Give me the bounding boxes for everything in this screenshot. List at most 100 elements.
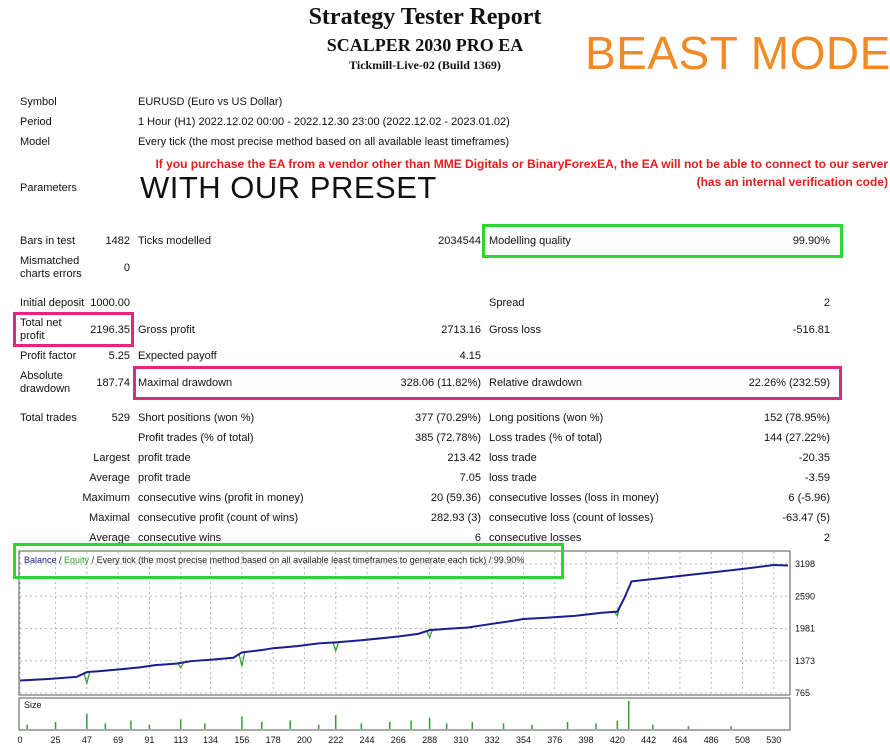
y-tick-label: 1373 — [795, 656, 815, 666]
profit-trades-label: Profit trades (% of total) — [138, 432, 254, 444]
legend-description: / Every tick (the most precise method ba… — [89, 555, 525, 565]
x-tick-label: 69 — [113, 735, 123, 745]
spread-value: 2 — [823, 297, 830, 309]
expected-payoff-label: Expected payoff — [138, 350, 217, 362]
profit-factor-value: 5.25 — [108, 350, 130, 362]
x-tick-label: 288 — [422, 735, 437, 745]
maximal-label: Maximal — [89, 512, 130, 524]
gross-loss-label: Gross loss — [489, 324, 541, 336]
largest-profit-trade-value: 213.42 — [447, 452, 481, 464]
x-tick-label: 113 — [174, 735, 188, 745]
avg-consecutive-wins-label: consecutive wins — [138, 532, 222, 544]
verification-note: (has an internal verification code) — [696, 175, 888, 189]
profit-trades-value: 385 (72.78%) — [414, 432, 481, 444]
deposit-value: 1000.00 — [90, 297, 130, 309]
spread-label: Spread — [489, 297, 525, 309]
x-tick-label: 310 — [453, 735, 468, 745]
x-tick-label: 134 — [203, 735, 218, 745]
loss-trades-value: 144 (27.22%) — [763, 432, 830, 444]
x-tick-label: 47 — [82, 735, 92, 745]
x-tick-label: 178 — [266, 735, 281, 745]
mismatch-value: 0 — [123, 262, 130, 274]
relative-drawdown-label: Relative drawdown — [489, 377, 582, 389]
y-axis-ticks: 3198 2590 1981 1373 765 — [795, 559, 815, 698]
legend-equity: Equity — [64, 555, 90, 565]
x-tick-label: 442 — [641, 735, 656, 745]
x-tick-label: 244 — [360, 735, 375, 745]
maximal-drawdown-value: 328.06 (11.82%) — [400, 377, 481, 389]
model-label: Model — [20, 136, 50, 148]
x-tick-label: 398 — [579, 735, 594, 745]
max-consecutive-losses-label: consecutive losses (loss in money) — [489, 492, 659, 504]
short-positions-label: Short positions (won %) — [138, 412, 255, 424]
x-tick-label: 0 — [18, 735, 23, 745]
bars-label: Bars in test — [20, 235, 76, 247]
x-tick-label: 530 — [766, 735, 781, 745]
avg-consecutive-wins-value: 6 — [474, 532, 481, 544]
chart-legend-highlight — [13, 543, 564, 579]
legend-balance: Balance — [24, 555, 57, 565]
balance-equity-chart: 3198 2590 1981 1373 765 Size 0 25 47 69 91 113 134… — [18, 550, 815, 745]
expected-payoff-value: 4.15 — [459, 350, 481, 362]
average2-label: Average — [89, 532, 130, 544]
x-tick-label: 222 — [328, 735, 343, 745]
modelling-quality-label: Modelling quality — [489, 235, 571, 247]
average-loss-trade-label: loss trade — [489, 472, 537, 484]
x-tick-label: 486 — [704, 735, 719, 745]
report-title: Strategy Tester Report — [308, 4, 542, 30]
maximum-label: Maximum — [82, 492, 130, 504]
size-bars — [26, 701, 732, 729]
model-value: Every tick (the most precise method base… — [138, 136, 510, 148]
max-consecutive-profit-value: 282.93 (3) — [430, 512, 481, 524]
x-tick-label: 508 — [735, 735, 750, 745]
absolute-drawdown-value: 187.74 — [96, 377, 130, 389]
chart-legend: Balance / Equity / Every tick (the most … — [24, 555, 524, 565]
gross-profit-value: 2713.16 — [441, 324, 481, 336]
y-tick-label: 765 — [795, 688, 810, 698]
x-tick-label: 464 — [672, 735, 687, 745]
largest-loss-trade-label: loss trade — [489, 452, 537, 464]
period-value: 1 Hour (H1) 2022.12.02 00:00 - 2022.12.3… — [138, 116, 510, 128]
modelling-quality-value: 99.90% — [792, 235, 830, 247]
avg-consecutive-losses-value: 2 — [823, 532, 830, 544]
loss-trades-label: Loss trades (% of total) — [489, 432, 603, 444]
max-consecutive-losses-value: 6 (-5.96) — [788, 492, 830, 504]
absolute-drawdown-label: Absolute drawdown — [20, 370, 71, 395]
max-consecutive-profit-label: consecutive profit (count of wins) — [138, 512, 299, 524]
y-tick-label: 3198 — [795, 559, 815, 569]
profit-factor-label: Profit factor — [20, 350, 77, 362]
parameters-label: Parameters — [20, 182, 77, 194]
period-label: Period — [20, 116, 52, 128]
largest-label: Largest — [93, 452, 130, 464]
symbol-value: EURUSD (Euro vs US Dollar) — [138, 96, 283, 108]
x-axis-ticks: 0 25 47 69 91 113 134 156 178 200 222 244 266 288 310 3… — [18, 735, 781, 745]
x-tick-label: 376 — [547, 735, 562, 745]
average-loss-trade-value: -3.59 — [804, 472, 830, 484]
drawdown-highlight — [133, 366, 842, 400]
preset-overlay: WITH OUR PRESET — [140, 170, 437, 205]
total-trades-label: Total trades — [20, 412, 77, 424]
ticks-label: Ticks modelled — [138, 235, 211, 247]
max-consecutive-wins-label: consecutive wins (profit in money) — [138, 492, 304, 504]
modelling-quality-highlight — [482, 224, 843, 258]
x-tick-label: 420 — [610, 735, 625, 745]
size-plot-frame — [18, 697, 791, 731]
server-build: Tickmill-Live-02 (Build 1369) — [349, 58, 501, 72]
vendor-warning: If you purchase the EA from a vendor oth… — [155, 157, 888, 171]
x-tick-label: 266 — [391, 735, 406, 745]
total-net-profit-value: 2196.35 — [90, 324, 130, 336]
beast-mode-overlay: BEAST MODE — [585, 27, 890, 79]
ticks-value: 2034544 — [438, 235, 481, 247]
legend-separator: / — [56, 555, 65, 565]
largest-profit-trade-label: profit trade — [138, 452, 191, 464]
y-tick-label: 1981 — [795, 624, 815, 634]
symbol-label: Symbol — [20, 96, 57, 108]
deposit-label: Initial deposit — [20, 297, 85, 309]
x-tick-label: 354 — [516, 735, 531, 745]
main-plot-frame — [18, 550, 791, 696]
x-tick-label: 200 — [297, 735, 312, 745]
relative-drawdown-value: 22.26% (232.59) — [748, 377, 830, 389]
total-net-profit-label: Total net profit — [20, 317, 62, 342]
bars-value: 1482 — [105, 235, 130, 247]
average-profit-trade-value: 7.05 — [459, 472, 481, 484]
